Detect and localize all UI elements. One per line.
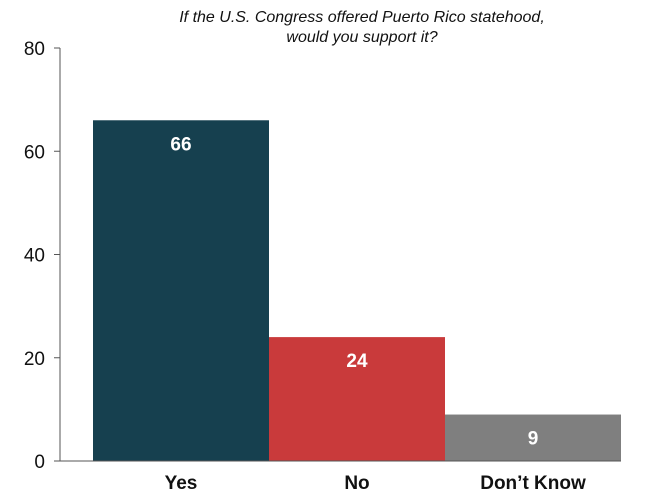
data-label: 66 — [170, 134, 191, 155]
bars: 66 24 9 — [93, 120, 621, 462]
data-label: 9 — [528, 429, 539, 450]
x-category-label: Yes — [165, 473, 198, 494]
bar-1 — [269, 337, 445, 461]
chart-title-line-1: If the U.S. Congress offered Puerto Rico… — [179, 9, 545, 26]
y-tick-label: 40 — [24, 246, 45, 267]
bar-0 — [93, 120, 269, 462]
chart-title-line-2: would you support it? — [286, 29, 437, 46]
y-tick-label: 80 — [24, 39, 45, 60]
bar-2 — [445, 414, 621, 461]
y-tick-label: 0 — [34, 452, 45, 473]
y-tick-label: 60 — [24, 142, 45, 163]
x-category-label: Don’t Know — [480, 473, 586, 494]
data-label: 24 — [346, 351, 368, 372]
y-tick-label: 20 — [24, 349, 45, 370]
x-category-label: No — [344, 473, 369, 494]
x-axis: Yes No Don’t Know — [60, 460, 621, 494]
y-axis: 0 20 40 60 80 — [24, 39, 61, 473]
chart-title: If the U.S. Congress offered Puerto Rico… — [179, 9, 545, 46]
